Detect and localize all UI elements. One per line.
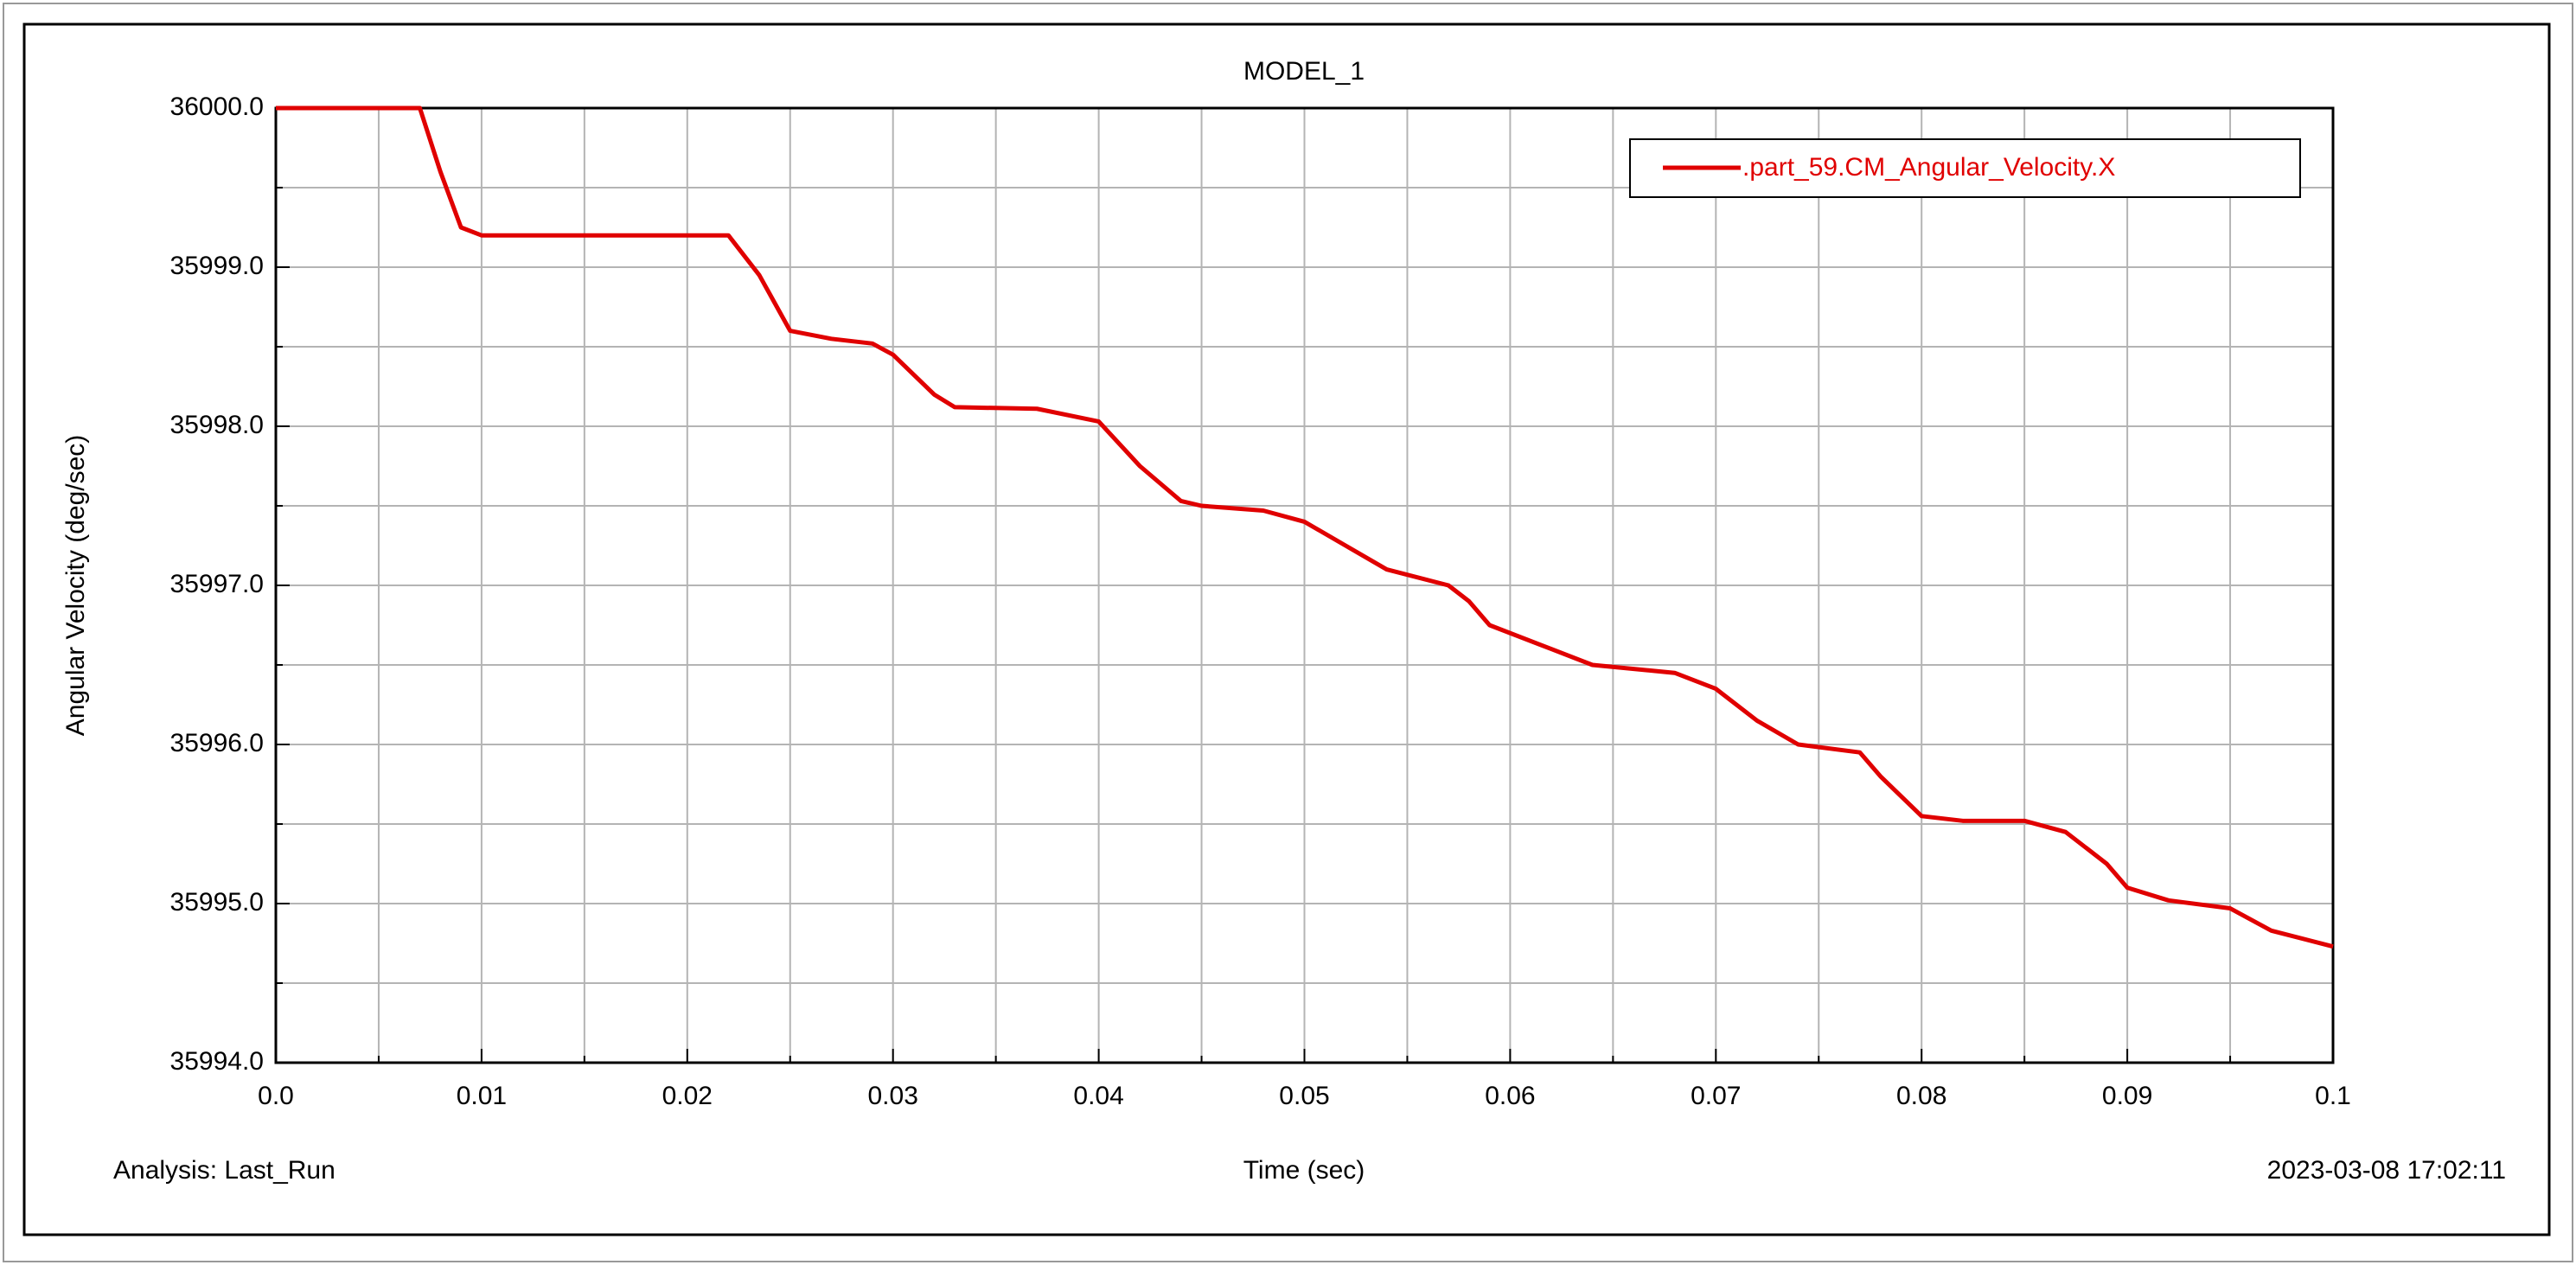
analysis-label: Analysis: Last_Run	[113, 1156, 336, 1185]
x-tick-label: 0.02	[662, 1082, 713, 1110]
chart-title: MODEL_1	[1243, 57, 1365, 86]
y-tick-label: 35997.0	[170, 570, 264, 598]
y-tick-label: 35995.0	[170, 888, 264, 917]
x-tick-label: 0.09	[2102, 1082, 2152, 1110]
x-tick-label: 0.0	[258, 1082, 294, 1110]
data-line	[276, 105, 2334, 949]
y-axis-label: Angular Velocity (deg/sec)	[61, 435, 90, 737]
frame	[22, 22, 2551, 1236]
x-tick-label: 0.03	[868, 1082, 918, 1110]
y-tick-label: 35998.0	[170, 411, 264, 439]
y-tick-label: 35996.0	[170, 729, 264, 757]
x-tick-label: 0.05	[1279, 1082, 1329, 1110]
x-tick-label: 0.08	[1896, 1082, 1946, 1110]
x-tick-label: 0.07	[1691, 1082, 1741, 1110]
timestamp: 2023-03-08 17:02:11	[2267, 1156, 2506, 1185]
legend-label: .part_59.CM_Angular_Velocity.X	[1742, 153, 2115, 182]
x-axis-label: Time (sec)	[1243, 1156, 1365, 1185]
x-tick-label: 0.06	[1485, 1082, 1535, 1110]
x-tick-label: 0.01	[457, 1082, 507, 1110]
outer-border	[3, 3, 2573, 1262]
x-tick-label: 0.1	[2315, 1082, 2351, 1110]
x-tick-label: 0.04	[1073, 1082, 1123, 1110]
plot-border	[274, 106, 2335, 1064]
y-tick-label: 36000.0	[170, 93, 264, 121]
legend-box	[1629, 138, 2301, 198]
y-tick-label: 35994.0	[170, 1047, 264, 1076]
y-tick-label: 35999.0	[170, 252, 264, 280]
